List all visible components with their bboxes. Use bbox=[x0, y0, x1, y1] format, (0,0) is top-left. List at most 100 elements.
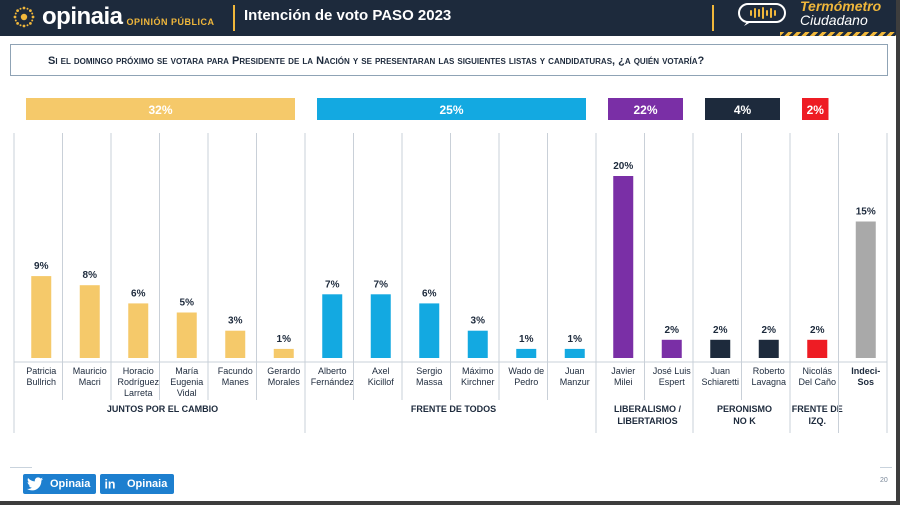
group-total-label: 4% bbox=[734, 103, 752, 117]
candidate-name-label: Axel bbox=[372, 366, 390, 376]
candidate-name-label: Vidal bbox=[177, 388, 197, 398]
candidate-name-label: Morales bbox=[268, 377, 301, 387]
bar bbox=[661, 339, 682, 358]
opinaia-logo: opinaia OPINIÓN PÚBLICA bbox=[12, 2, 215, 32]
candidate-name-label: Juan bbox=[710, 366, 730, 376]
twitter-icon bbox=[27, 477, 43, 491]
candidate-name-label: Roberto bbox=[753, 366, 785, 376]
bar bbox=[564, 348, 585, 358]
footer-rule-right bbox=[880, 467, 892, 468]
bar bbox=[807, 339, 828, 358]
candidate-name-label: Schiaretti bbox=[701, 377, 739, 387]
candidate-name-label: Patricia bbox=[26, 366, 56, 376]
page-number: 20 bbox=[880, 477, 888, 484]
bar bbox=[516, 348, 537, 358]
group-name-label: JUNTOS POR EL CAMBIO bbox=[107, 404, 218, 414]
header-divider bbox=[233, 5, 235, 31]
candidate-name-label: Nicolás bbox=[802, 366, 832, 376]
bar-value-label: 2% bbox=[713, 325, 728, 336]
group-name-label: FRENTE DE TODOS bbox=[411, 404, 496, 414]
candidate-name-label: Sergio bbox=[416, 366, 442, 376]
logo-text: opinaia bbox=[42, 3, 123, 30]
bar-value-label: 1% bbox=[277, 334, 292, 345]
candidate-name-label: Indeci- bbox=[851, 366, 880, 376]
svg-text:in: in bbox=[104, 478, 115, 491]
question-box bbox=[10, 44, 888, 76]
bar bbox=[710, 339, 731, 358]
bar-value-label: 2% bbox=[762, 325, 777, 336]
group-total-bar bbox=[802, 98, 829, 120]
candidate-name-label: Mauricio bbox=[73, 366, 107, 376]
candidate-name-label: Facundo bbox=[218, 366, 253, 376]
candidate-name-label: Juan bbox=[565, 366, 585, 376]
bar-value-label: 5% bbox=[180, 298, 195, 309]
candidate-name-label: José Luis bbox=[653, 366, 692, 376]
group-name-label: FRENTE DE bbox=[792, 404, 843, 414]
bar-value-label: 6% bbox=[131, 288, 146, 299]
bar bbox=[419, 303, 440, 358]
candidate-name-label: Larreta bbox=[124, 388, 153, 398]
candidate-name-label: Massa bbox=[416, 377, 443, 387]
brand-title: Termómetro bbox=[800, 0, 882, 14]
candidate-name-label: Kicillof bbox=[368, 377, 395, 387]
vote-intention-chart: 32% JUNTOS POR EL CAMBIO 9% PatriciaBullric… bbox=[13, 98, 888, 433]
candidate-name-label: Bullrich bbox=[26, 377, 56, 387]
group-total-bar bbox=[317, 98, 586, 120]
candidate-name-label: Sos bbox=[857, 377, 874, 387]
slide-title: Intención de voto PASO 2023 bbox=[244, 7, 452, 24]
candidate-name-label: Javier bbox=[611, 366, 635, 376]
bar-value-label: 1% bbox=[519, 334, 534, 345]
candidate-name-label: Gerardo bbox=[267, 366, 300, 376]
bar-value-label: 7% bbox=[374, 279, 389, 290]
candidate-name-label: Kirchner bbox=[461, 377, 495, 387]
bar-value-label: 15% bbox=[856, 207, 876, 218]
group-total-bar bbox=[705, 98, 780, 120]
candidate-name-label: Wado de bbox=[508, 366, 544, 376]
candidate-name-label: María bbox=[175, 366, 198, 376]
linkedin-label: Opinaia bbox=[127, 478, 168, 490]
survey-question: Si el domingo próximo se votara para Pre… bbox=[48, 55, 705, 67]
bar-value-label: 20% bbox=[613, 161, 633, 172]
bar bbox=[467, 330, 488, 358]
bar bbox=[79, 285, 100, 358]
candidate-name-label: Espert bbox=[659, 377, 686, 387]
group-name-label: IZQ. bbox=[809, 416, 827, 426]
header-bar: opinaia OPINIÓN PÚBLICA Intención de vot… bbox=[0, 0, 896, 36]
candidate-name-label: Eugenia bbox=[170, 377, 203, 387]
logo-subtitle: OPINIÓN PÚBLICA bbox=[126, 16, 215, 27]
bar bbox=[31, 276, 52, 358]
bar-value-label: 9% bbox=[34, 261, 49, 272]
group-name-label: NO K bbox=[733, 416, 756, 426]
bar bbox=[128, 303, 149, 358]
group-name-label: LIBERALISMO / bbox=[614, 404, 681, 414]
linkedin-icon: in bbox=[104, 478, 115, 491]
candidate-name-label: Alberto bbox=[318, 366, 347, 376]
bar bbox=[855, 221, 876, 358]
bar bbox=[370, 294, 391, 358]
twitter-button[interactable]: Opinaia bbox=[23, 474, 96, 494]
candidate-name-label: Pedro bbox=[514, 377, 538, 387]
candidate-name-label: Lavagna bbox=[751, 377, 786, 387]
bar-value-label: 8% bbox=[83, 270, 98, 281]
bar bbox=[273, 348, 294, 358]
group-total-bar bbox=[26, 98, 295, 120]
bar bbox=[613, 176, 634, 358]
candidate-name-label: Manzur bbox=[560, 377, 590, 387]
candidate-name-label: Horacio bbox=[123, 366, 154, 376]
bar bbox=[225, 330, 246, 358]
group-name-label: PERONISMO bbox=[717, 404, 772, 414]
linkedin-button[interactable]: in Opinaia bbox=[100, 474, 174, 494]
group-total-label: 25% bbox=[439, 103, 463, 117]
candidate-name-label: Rodríguez bbox=[117, 377, 159, 387]
bar bbox=[176, 312, 197, 358]
candidate-name-label: Máximo bbox=[462, 366, 494, 376]
twitter-label: Opinaia bbox=[50, 478, 91, 490]
group-total-bar bbox=[608, 98, 683, 120]
brand-subtitle: Ciudadano bbox=[800, 12, 868, 28]
group-name-label: LIBERTARIOS bbox=[617, 416, 677, 426]
bar-value-label: 7% bbox=[325, 279, 340, 290]
bar-value-label: 3% bbox=[471, 316, 486, 327]
candidate-name-label: Del Caño bbox=[798, 377, 836, 387]
footer-rule-left bbox=[10, 467, 32, 468]
